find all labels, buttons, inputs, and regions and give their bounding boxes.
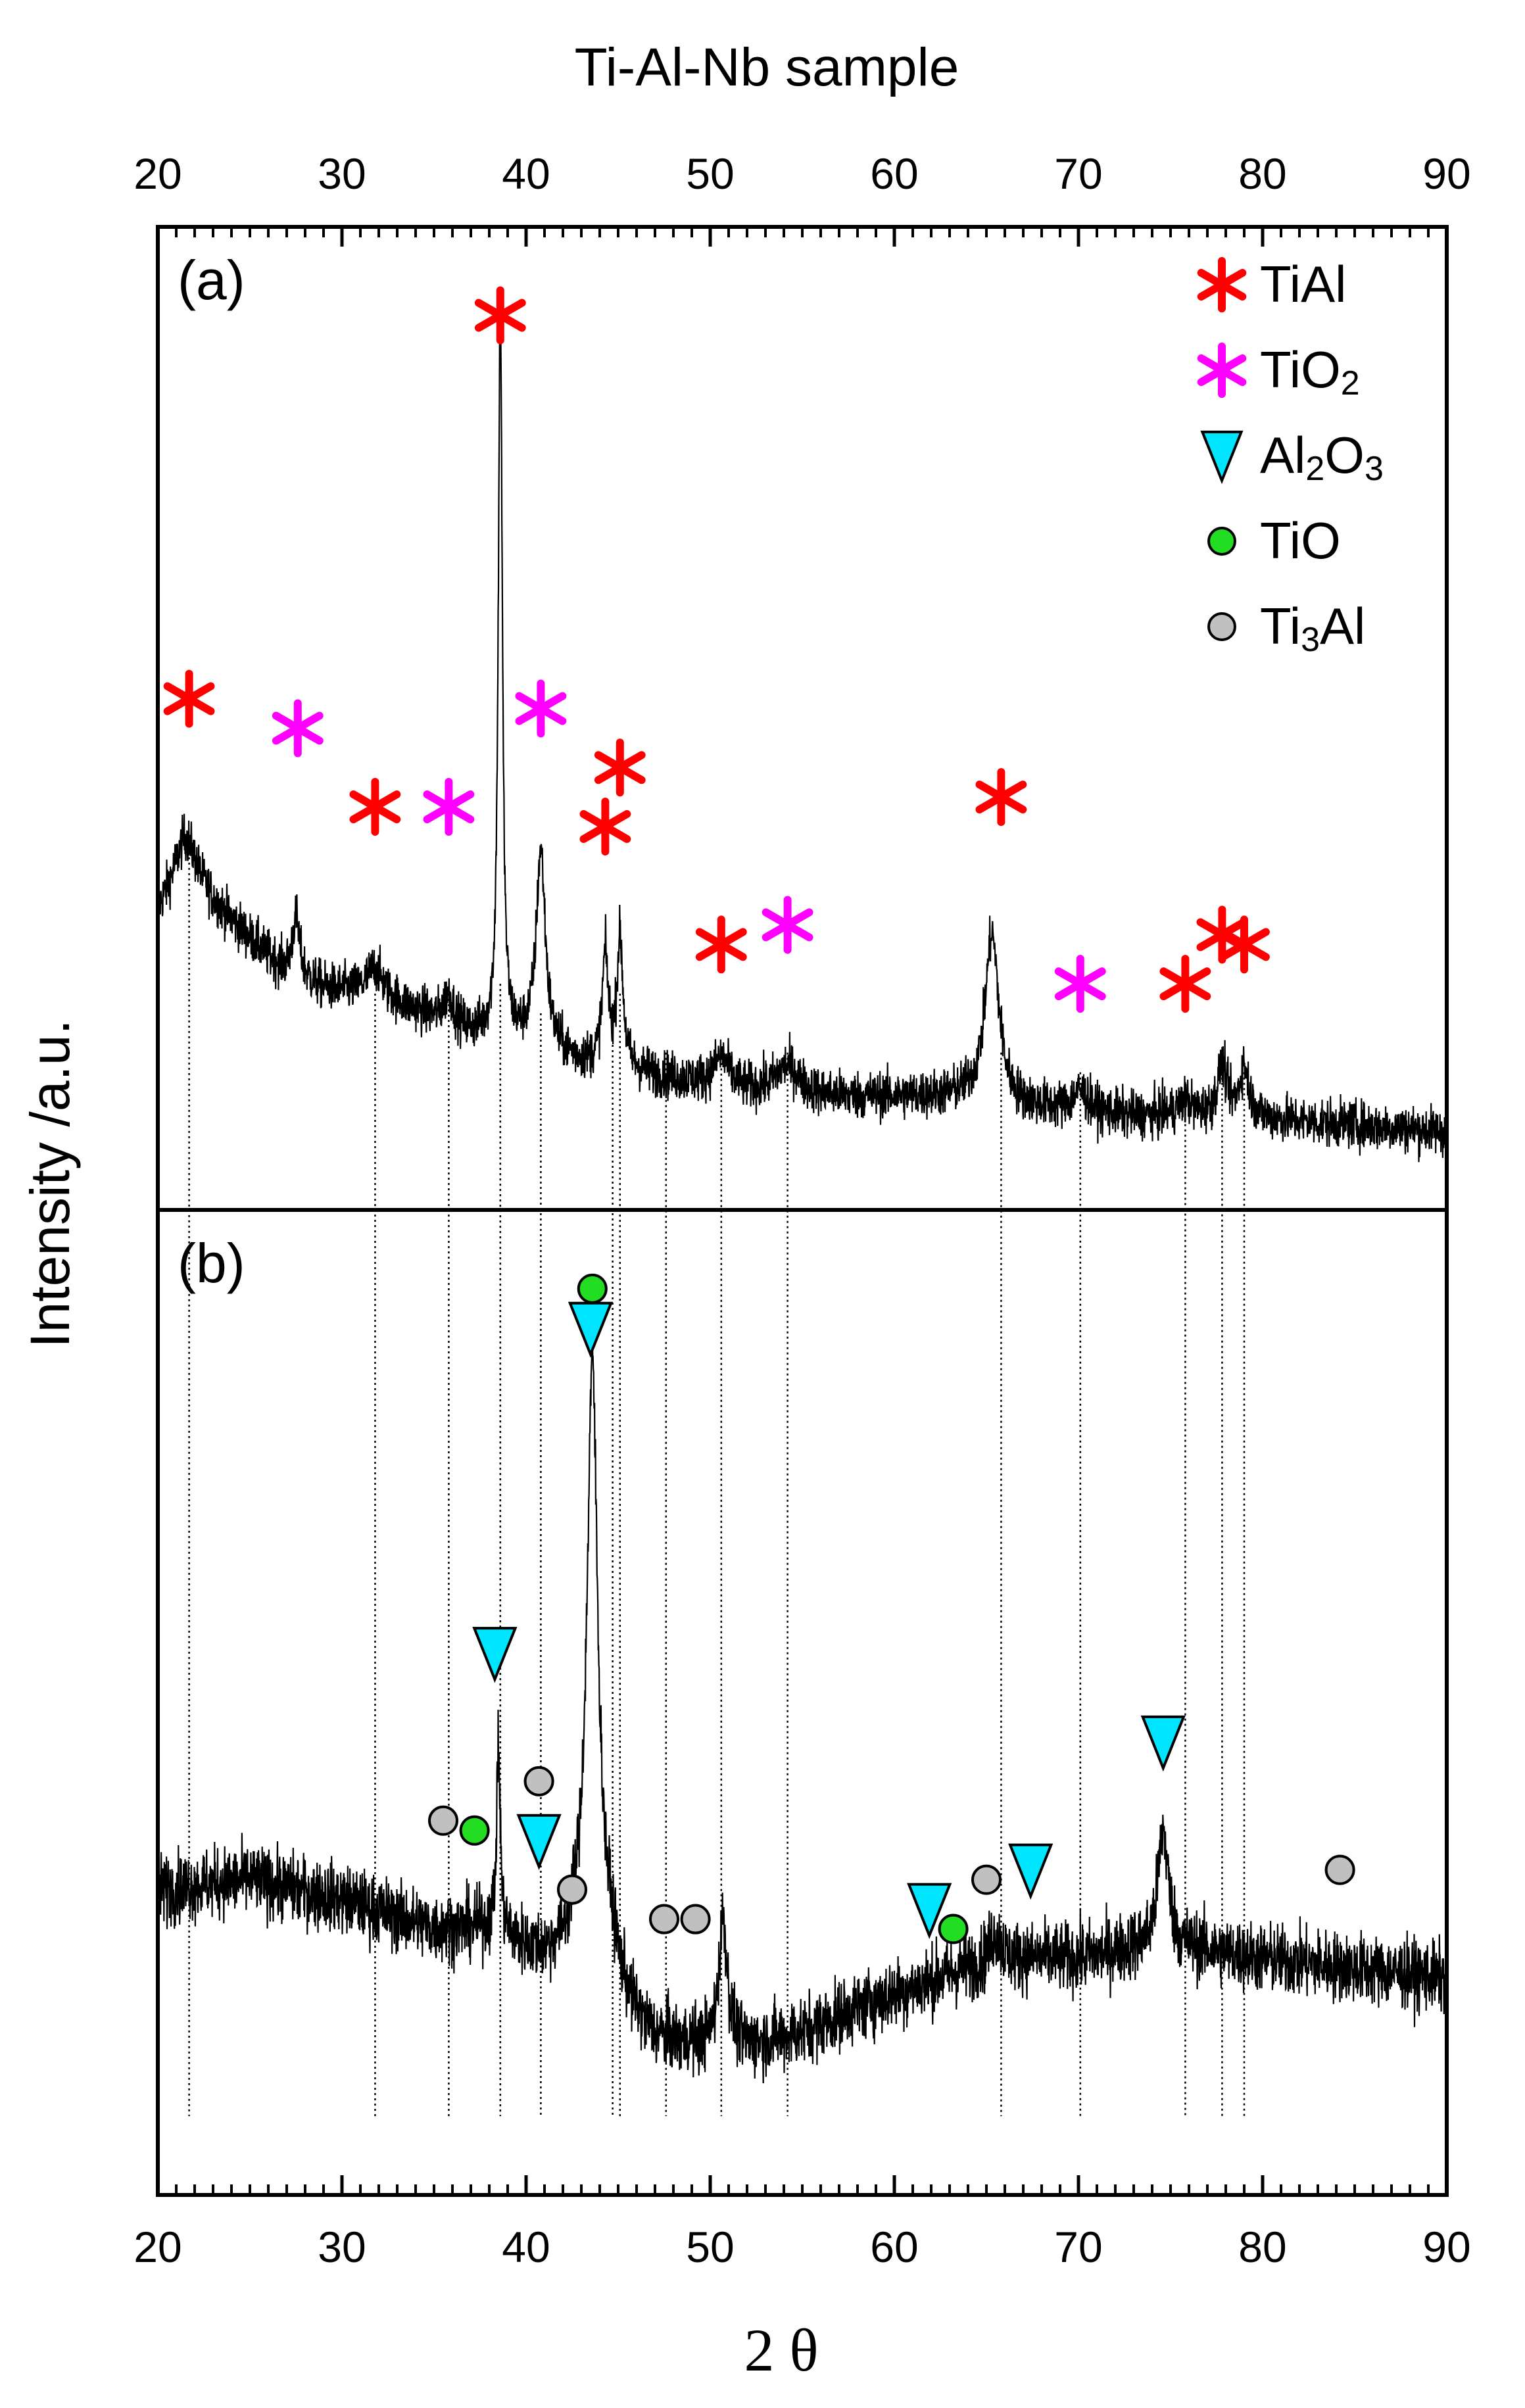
marker-tial-stroke — [349, 790, 401, 824]
tick-label-bottom: 50 — [686, 2223, 734, 2271]
marker-tial — [474, 286, 526, 345]
plot-area: 20 20 30 30 40 40 50 50 60 60 70 70 80 80 90 90 (a) (b) Ti… — [133, 149, 1470, 2271]
marker-ti3al — [557, 1874, 587, 1905]
legend-entry-tial: TiAl — [1260, 255, 1346, 313]
marker-tio2-stroke — [515, 692, 567, 725]
marker-tial-stroke — [695, 928, 747, 961]
marker-ti3al — [1324, 1854, 1355, 1885]
marker-tial — [579, 797, 631, 855]
tick-label-bottom: 90 — [1422, 2223, 1470, 2271]
legend-label: TiO — [1260, 512, 1341, 569]
legend-symbol — [1197, 342, 1247, 398]
marker-tio — [459, 1815, 490, 1846]
marker-tio2-stroke — [762, 908, 813, 942]
marker-tio2-stroke — [1054, 967, 1106, 1001]
data-series-b — [157, 1328, 1448, 2084]
tick-label-top: 20 — [133, 149, 182, 198]
marker-ti3al — [649, 1904, 679, 1935]
legend-entry-al2o3: Al2O3 — [1260, 426, 1384, 488]
marker-ti3al — [971, 1864, 1002, 1895]
tick-label-bottom: 60 — [870, 2223, 918, 2271]
legend-symbol — [1207, 527, 1236, 556]
tick-label-bottom: 80 — [1238, 2223, 1286, 2271]
tick-label-top: 90 — [1422, 149, 1470, 198]
legend-symbol — [1197, 256, 1247, 313]
marker-al2o3 — [568, 1301, 614, 1359]
marker-tio2 — [272, 699, 324, 758]
marker-tial — [695, 915, 747, 974]
legend-label: Al2O3 — [1260, 426, 1384, 488]
marker-al2o3 — [907, 1883, 952, 1939]
marker-al2o3 — [1140, 1715, 1186, 1772]
marker-tial-stroke — [975, 781, 1027, 814]
tick-label-top: 60 — [870, 149, 918, 198]
panel-label-a: (a) — [178, 249, 245, 311]
legend-label: TiAl — [1260, 255, 1346, 313]
marker-al2o3 — [472, 1627, 518, 1683]
marker-tio2-stroke — [272, 711, 324, 745]
marker-ti3al — [680, 1904, 711, 1935]
marker-tial — [349, 778, 401, 836]
marker-al2o3 — [516, 1814, 562, 1871]
marker-tial-stroke — [474, 299, 526, 332]
panel-label-b: (b) — [178, 1232, 245, 1294]
marker-tial-stroke — [1219, 928, 1270, 961]
marker-tial — [1219, 915, 1270, 974]
chart-title: Ti-Al-Nb sample — [575, 37, 959, 97]
legend-symbol — [1200, 430, 1244, 485]
marker-tial-stroke — [594, 751, 646, 784]
marker-ti3al — [428, 1805, 458, 1836]
tick-label-bottom: 70 — [1054, 2223, 1102, 2271]
marker-tio2 — [1054, 955, 1106, 1013]
tick-label-top: 30 — [318, 149, 366, 198]
marker-ti3al — [523, 1766, 554, 1796]
legend-entry-tio2: TiO2 — [1260, 341, 1360, 402]
tick-label-top: 80 — [1238, 149, 1286, 198]
legend-symbol — [1207, 612, 1236, 641]
marker-tial-stroke — [579, 809, 631, 843]
marker-tio2 — [423, 778, 475, 836]
marker-tial — [1159, 955, 1211, 1013]
legend-label: TiO2 — [1260, 341, 1360, 402]
tick-label-bottom: 40 — [502, 2223, 550, 2271]
legend-symbol-stroke — [1197, 268, 1247, 301]
marker-tio — [577, 1273, 608, 1304]
marker-al2o3 — [1008, 1843, 1053, 1900]
legend-label: Ti3Al — [1260, 597, 1365, 659]
y-axis-label: Intensity /a.u. — [19, 1019, 81, 1348]
legend-entry-ti3al: Ti3Al — [1260, 597, 1365, 659]
marker-tial — [594, 738, 646, 797]
tick-label-top: 40 — [502, 149, 550, 198]
legend-entry-tio: TiO — [1260, 512, 1341, 569]
legend-symbol-stroke — [1197, 354, 1247, 387]
marker-tial-stroke — [163, 682, 215, 715]
x-axis-label: 2 θ — [744, 2317, 818, 2384]
marker-tio2-stroke — [423, 790, 475, 824]
marker-tio2 — [762, 896, 813, 954]
tick-label-top: 70 — [1054, 149, 1102, 198]
marker-tial — [163, 669, 215, 728]
marker-tial — [975, 768, 1027, 827]
marker-tial-stroke — [1159, 967, 1211, 1001]
marker-tio2 — [515, 679, 567, 738]
data-series-a — [157, 304, 1448, 1163]
tick-label-top: 50 — [686, 149, 734, 198]
marker-tio — [938, 1914, 969, 1944]
tick-label-bottom: 30 — [318, 2223, 366, 2271]
tick-label-bottom: 20 — [133, 2223, 182, 2271]
